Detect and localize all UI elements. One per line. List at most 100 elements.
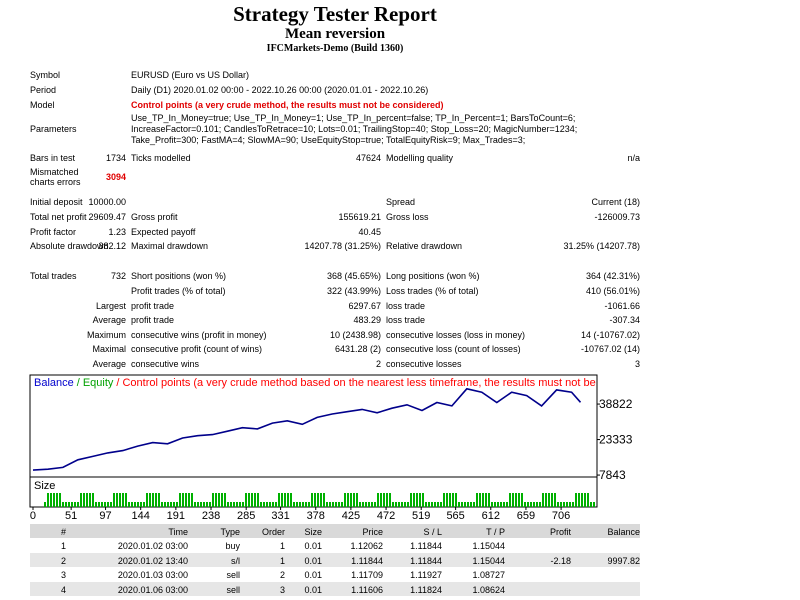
size-bar	[206, 502, 208, 507]
info-value: EURUSD (Euro vs US Dollar)	[131, 70, 250, 80]
size-bar	[467, 502, 469, 507]
size-bar	[500, 502, 502, 507]
size-bar	[218, 493, 220, 507]
size-bar	[80, 493, 82, 507]
table-cell: 0.01	[304, 541, 322, 551]
size-bar	[104, 502, 106, 507]
stat-label: Gross profit	[131, 212, 178, 222]
size-bar	[89, 493, 91, 507]
size-bar	[107, 502, 109, 507]
size-bar	[362, 502, 364, 507]
size-bar	[188, 493, 190, 507]
table-cell: 1.08727	[472, 570, 505, 580]
size-bar	[158, 493, 160, 507]
x-tick-label: 425	[342, 510, 360, 522]
table-cell: s/l	[231, 555, 240, 566]
size-bar	[560, 502, 562, 507]
size-bar	[539, 502, 541, 507]
table-row	[30, 538, 640, 552]
legend-item: Control points (a very crude method base…	[122, 377, 640, 389]
stat-value: -10767.02 (14)	[580, 344, 640, 354]
size-bar	[215, 493, 217, 507]
size-bar	[452, 493, 454, 507]
size-bar	[482, 493, 484, 507]
size-label: Size	[34, 480, 55, 492]
size-bar	[227, 502, 229, 507]
size-bar	[533, 502, 535, 507]
size-bar	[212, 493, 214, 507]
stat-label: profit trade	[131, 315, 175, 325]
x-tick-label: 612	[482, 510, 500, 522]
size-bar	[557, 502, 559, 507]
x-tick-label: 238	[202, 510, 220, 522]
size-bar	[470, 502, 472, 507]
size-bar	[314, 493, 316, 507]
size-bar	[440, 502, 442, 507]
size-bar	[44, 502, 46, 507]
size-bar	[233, 502, 235, 507]
size-bar	[242, 502, 244, 507]
size-bar	[161, 502, 163, 507]
size-bar	[353, 493, 355, 507]
size-bar	[119, 493, 121, 507]
size-bar	[245, 493, 247, 507]
table-cell: 2020.01.03 03:00	[117, 570, 188, 580]
size-bar	[95, 502, 97, 507]
size-bar	[236, 502, 238, 507]
size-bar	[176, 502, 178, 507]
size-bar	[65, 502, 67, 507]
size-bar	[221, 493, 223, 507]
size-bar	[167, 502, 169, 507]
size-bar	[182, 493, 184, 507]
info-label: Parameters	[30, 124, 77, 134]
size-bar	[434, 502, 436, 507]
size-bar	[272, 502, 274, 507]
stat-label: consecutive losses (loss in money)	[386, 330, 526, 340]
size-bar	[56, 493, 58, 507]
size-bar	[200, 502, 202, 507]
size-bar	[251, 493, 253, 507]
size-bar	[296, 502, 298, 507]
size-bar	[110, 502, 112, 507]
size-bar	[263, 502, 265, 507]
size-bar	[311, 493, 313, 507]
y-tick-label: 7843	[599, 468, 626, 482]
size-bar	[377, 493, 379, 507]
size-bar	[542, 493, 544, 507]
size-bar	[71, 502, 73, 507]
table-cell: 1.11824	[410, 584, 442, 595]
size-bar	[323, 493, 325, 507]
size-bar	[101, 502, 103, 507]
size-bar	[581, 493, 583, 507]
table-cell: 0.01	[304, 555, 322, 566]
size-bar	[194, 502, 196, 507]
column-header: Price	[362, 527, 383, 537]
size-bar	[122, 493, 124, 507]
report-title: Strategy Tester Report	[233, 2, 437, 26]
stat-prefix: Average	[92, 359, 126, 369]
size-bar	[491, 502, 493, 507]
size-bar	[203, 502, 205, 507]
stat-value: 3	[634, 359, 640, 369]
size-bar	[446, 493, 448, 507]
stat-label: Profit factor	[30, 227, 77, 237]
stat-value: 31.25% (14207.78)	[563, 241, 640, 251]
size-bar	[350, 493, 352, 507]
stat-value: 14207.78 (31.25%)	[304, 241, 381, 251]
stat-label: consecutive losses	[386, 359, 462, 369]
size-bar	[356, 493, 358, 507]
size-bar	[50, 493, 52, 507]
size-bar	[476, 493, 478, 507]
table-cell: 1.11844	[410, 555, 442, 566]
table-cell: 2	[279, 570, 285, 580]
size-bar	[179, 493, 181, 507]
stat-value: 1.23	[108, 227, 126, 237]
table-cell: 1	[60, 541, 66, 551]
size-bar	[302, 502, 304, 507]
size-bar	[497, 502, 499, 507]
size-bar	[137, 502, 139, 507]
size-bar	[479, 493, 481, 507]
stat-label: Profit trades (% of total)	[131, 286, 226, 296]
size-bar	[551, 493, 553, 507]
